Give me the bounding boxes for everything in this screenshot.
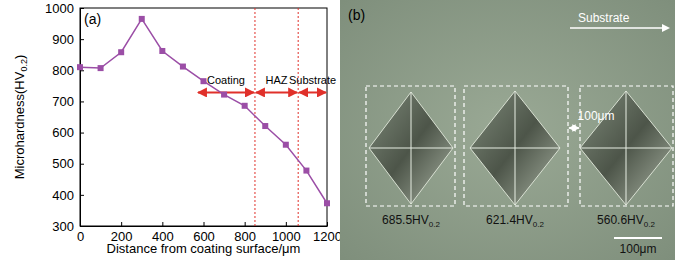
indent	[470, 91, 560, 205]
indent-label: 560.6HV0.2	[597, 213, 655, 229]
tick-label: 600	[52, 125, 74, 140]
tick-mark	[204, 222, 205, 226]
indent-label-part: 685.5HV	[382, 213, 429, 227]
data-point	[139, 16, 145, 22]
data-point	[77, 64, 83, 70]
tick-mark	[80, 133, 84, 134]
plot-marks	[77, 16, 330, 206]
scale-bar-label: 100μm	[620, 242, 657, 256]
direction-label: Substrate	[578, 11, 630, 25]
direction-arrowhead	[662, 24, 670, 32]
tick-mark	[327, 222, 328, 226]
tick: 1000	[45, 1, 84, 16]
region-label: Coating	[207, 74, 245, 86]
y-axis: 300 400 500 600 700 800 900 1000	[45, 1, 84, 234]
region-boundary	[298, 8, 299, 226]
tick-label: 400	[52, 188, 74, 203]
tick-mark	[80, 195, 84, 196]
tick: 400	[52, 188, 84, 203]
scale-bar	[614, 237, 662, 239]
indent-label-part: 560.6HV	[597, 213, 644, 227]
tick-label: 500	[52, 156, 74, 171]
panel-label: (a)	[84, 11, 101, 27]
region-arrow	[299, 91, 326, 93]
tick: 900	[52, 32, 84, 47]
tick-mark	[80, 70, 84, 71]
data-point	[201, 78, 207, 84]
indent-box	[580, 86, 673, 206]
tick-mark	[162, 222, 163, 226]
y-axis-title-part: )	[12, 55, 27, 59]
tick-label: 800	[52, 63, 74, 78]
tick-label: 0	[77, 229, 84, 244]
x-axis-title: Distance from coating surface/μm	[107, 241, 301, 256]
indent	[369, 92, 453, 204]
spacing-arrow	[569, 127, 579, 129]
tick-mark	[80, 226, 84, 227]
indent-box	[366, 86, 455, 206]
region-label: Substrate	[289, 74, 336, 86]
tick: 800	[52, 63, 84, 78]
tick: 1200	[313, 222, 342, 244]
indent-label-part: 621.4HV	[486, 213, 533, 227]
indent-label-sub: 0.2	[533, 220, 545, 229]
data-point	[180, 64, 186, 70]
micrograph-background	[340, 0, 675, 260]
tick-mark	[80, 164, 84, 165]
data-point	[118, 49, 124, 55]
tick: 600	[52, 125, 84, 140]
figure: 0200400600800100012003004005006007008009…	[0, 0, 675, 260]
y-axis-title-sub: 0.2	[19, 59, 29, 72]
tick: 700	[52, 94, 84, 109]
tick-label: 700	[52, 94, 74, 109]
indent-label: 621.4HV0.2	[486, 213, 544, 229]
y-axis-title-part: Microhardness(HV	[12, 71, 27, 179]
tick-mark	[80, 39, 84, 40]
data-point	[324, 200, 330, 206]
data-point	[283, 142, 289, 148]
tick: 300	[52, 219, 84, 234]
plot-frame	[80, 8, 327, 226]
tick-mark	[245, 222, 246, 226]
data-point	[159, 48, 165, 54]
data-point	[221, 92, 227, 98]
tick-mark	[80, 8, 84, 9]
tick-label: 300	[52, 219, 74, 234]
indent-label-sub: 0.2	[644, 220, 656, 229]
region-arrow	[256, 91, 297, 93]
tick-mark	[121, 222, 122, 226]
region-label: HAZ	[266, 74, 288, 86]
direction-arrow	[570, 27, 662, 29]
tick-mark	[80, 101, 84, 102]
axis-line	[81, 226, 328, 227]
tick-label: 1000	[45, 1, 74, 16]
indent-diagonal	[515, 91, 516, 205]
indent-diagonal	[626, 91, 627, 205]
indent-box	[464, 86, 568, 206]
tick-label: 1200	[313, 229, 342, 244]
spacing-label: 100μm	[578, 109, 615, 123]
indent-diagonal	[411, 92, 412, 204]
tick-label: 900	[52, 32, 74, 47]
axis-line	[80, 9, 81, 227]
indent-label-sub: 0.2	[429, 220, 441, 229]
data-point	[262, 123, 268, 129]
indent-label: 685.5HV0.2	[382, 213, 440, 229]
data-point	[303, 168, 309, 174]
data-point	[98, 65, 104, 71]
panel-label: (b)	[348, 7, 365, 23]
tick: 500	[52, 156, 84, 171]
tick-mark	[286, 222, 287, 226]
y-axis-title: Microhardness(HV0.2)	[12, 55, 29, 180]
data-point	[242, 103, 248, 109]
data-line	[80, 19, 327, 203]
